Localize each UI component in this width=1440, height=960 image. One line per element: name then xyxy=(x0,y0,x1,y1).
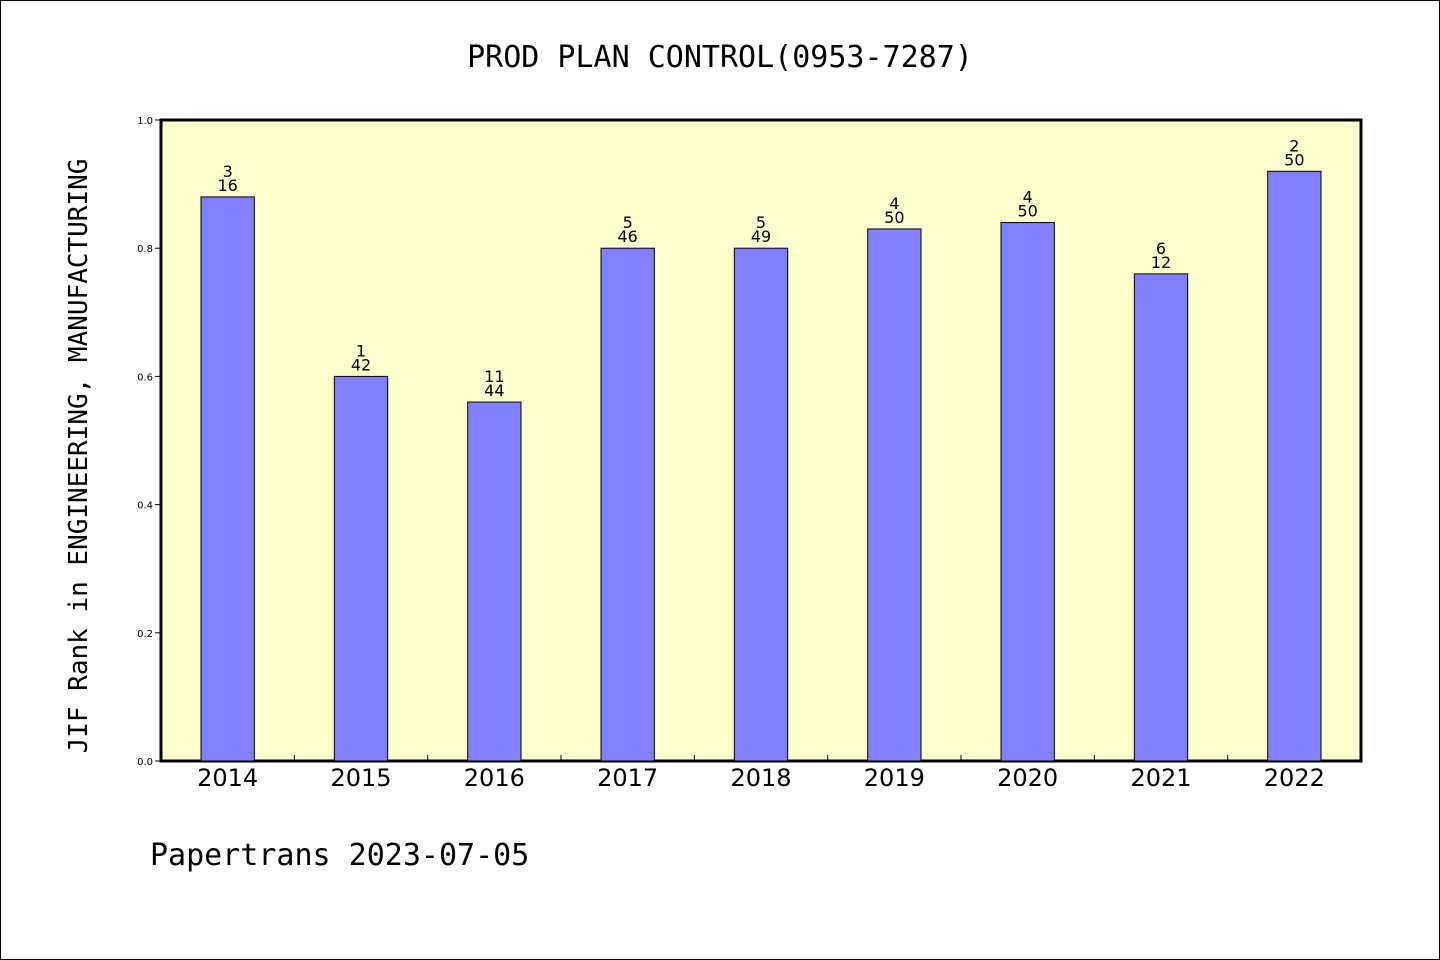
x-category-label: 2018 xyxy=(730,764,791,792)
bar-rank-label: 6 xyxy=(1156,239,1166,258)
bar-2018 xyxy=(733,247,789,762)
y-axis-ticks: 0.0 0.2 0.4 0.6 0.8 1.0 xyxy=(137,116,161,768)
bar-total-label: 44 xyxy=(484,381,504,400)
bar-2014 xyxy=(200,196,255,762)
bar-rank-label: 1 xyxy=(356,341,366,360)
y-axis-label: JIF Rank in ENGINEERING, MANUFACTURING xyxy=(64,159,94,754)
x-axis-categories: 2014 2015 2016 2017 2018 2019 2020 2021 2022 xyxy=(197,764,1325,792)
bar-total-label: 16 xyxy=(217,176,237,195)
bar-rank-label: 5 xyxy=(623,213,633,232)
y-tick-label: 0.8 xyxy=(137,244,153,255)
x-category-label: 2022 xyxy=(1264,764,1325,792)
y-tick-label: 0.0 xyxy=(137,757,153,768)
bar-rank-label: 3 xyxy=(223,162,233,181)
bar-total-label: 50 xyxy=(1017,202,1037,221)
bar-2021 xyxy=(1133,273,1189,762)
x-category-label: 2021 xyxy=(1130,764,1191,792)
bar-total-label: 42 xyxy=(351,355,371,374)
bar-total-label: 49 xyxy=(751,227,771,246)
y-tick-label: 0.4 xyxy=(137,501,153,512)
x-category-label: 2015 xyxy=(330,764,391,792)
bar-2016 xyxy=(467,401,522,762)
bar-rank-label: 5 xyxy=(756,213,766,232)
bar-rank-label: 4 xyxy=(889,194,899,213)
bar-total-label: 50 xyxy=(884,208,904,227)
bar-rank-label: 4 xyxy=(1023,188,1033,207)
x-category-label: 2019 xyxy=(864,764,925,792)
x-axis-ticks xyxy=(293,755,1229,761)
x-category-label: 2020 xyxy=(997,764,1058,792)
bar-total-label: 46 xyxy=(617,227,637,246)
bar-total-label: 12 xyxy=(1151,253,1171,272)
footer-note: Papertrans 2023-07-05 xyxy=(150,838,529,873)
y-tick-label: 0.6 xyxy=(137,372,153,383)
bar-rank-label: 2 xyxy=(1289,136,1299,155)
bar-2020 xyxy=(1000,222,1055,762)
bar-total-label: 50 xyxy=(1284,150,1304,169)
bar-series xyxy=(200,170,1322,762)
bar-2019 xyxy=(867,228,922,762)
x-category-label: 2014 xyxy=(197,764,258,792)
bar-2022 xyxy=(1267,170,1322,762)
bar-2015 xyxy=(333,375,389,762)
bar-2017 xyxy=(600,247,655,762)
chart-title: PROD PLAN CONTROL(0953-7287) xyxy=(467,40,973,75)
bar-rank-label: 11 xyxy=(484,367,504,386)
y-tick-label: 0.2 xyxy=(137,629,153,640)
x-category-label: 2017 xyxy=(597,764,658,792)
x-category-label: 2016 xyxy=(464,764,525,792)
y-tick-label: 1.0 xyxy=(137,116,153,127)
